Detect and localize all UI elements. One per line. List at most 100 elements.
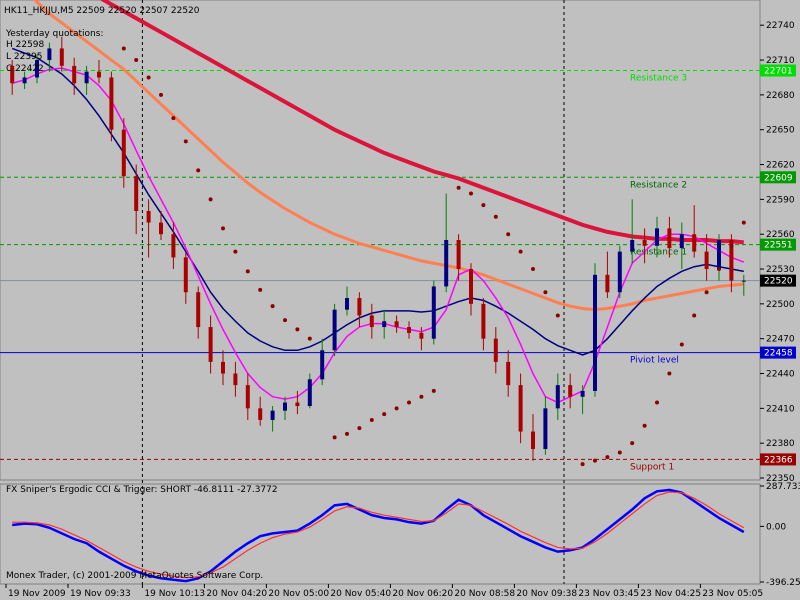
price-tick-label: 22590 (766, 195, 795, 205)
sar-dot (431, 388, 436, 393)
ma-layer (11, 0, 745, 404)
indicator-series-line (12, 488, 745, 583)
sar-dot (531, 267, 535, 272)
sar-dot (307, 336, 312, 341)
level-price-label: 22701 (764, 66, 793, 76)
sar-dot (245, 269, 250, 274)
price-tick-label: 22560 (766, 230, 795, 240)
candle-body (369, 315, 374, 328)
price-tick-label: 22380 (766, 439, 795, 449)
text-layer: HK11_HKJJU,M5 22509 22520 22507 22520 Ye… (4, 6, 278, 581)
sar-dot (741, 220, 746, 225)
candle-body (729, 240, 734, 281)
candle-body (47, 48, 52, 61)
price-tick-label: 22710 (766, 56, 795, 66)
sar-dot (295, 327, 300, 332)
indicator-series-line (12, 491, 745, 579)
ma-fast-line (11, 67, 745, 404)
current-price-label: 22520 (764, 277, 793, 287)
candle-body (555, 385, 560, 409)
candle-body (183, 257, 188, 293)
candle-body (394, 321, 399, 328)
candle-body (382, 321, 387, 328)
price-tick-label: 22350 (766, 474, 795, 484)
sar-dot (518, 249, 523, 254)
sar-dot (493, 214, 498, 219)
level-label: Resistance 2 (630, 180, 687, 190)
sar-dot (394, 406, 399, 411)
sar-dot (617, 450, 622, 455)
time-tick-label: 20 Nov 08:58 (454, 589, 515, 599)
indicator-area[interactable] (0, 483, 761, 585)
candle-body (518, 385, 523, 432)
sar-dot (171, 116, 176, 121)
candle-body (245, 385, 250, 409)
symbol-title: HK11_HKJJU,M5 22509 22520 22507 22520 (4, 6, 200, 16)
candle-body (692, 234, 697, 252)
level-label: Piviot level (630, 356, 679, 366)
sar-dot (593, 458, 597, 463)
candle-body (630, 240, 635, 252)
candle-body (171, 234, 176, 258)
sar-dot (345, 431, 349, 436)
candle-body (233, 373, 238, 386)
candle-body (679, 234, 684, 249)
sar-dot (419, 394, 424, 399)
candle-body (72, 65, 77, 84)
sar-dot (729, 243, 734, 248)
level-label: Support 1 (630, 462, 674, 472)
sar-dot (555, 313, 560, 318)
sar-dot (221, 226, 225, 231)
level-price-label: 22366 (764, 455, 793, 465)
time-tick-label: 19 Nov 2009 (8, 589, 66, 599)
yesterday-close: C 22422 (6, 64, 44, 74)
sar-dot (146, 75, 151, 80)
candle-body (196, 292, 201, 328)
candle-body (258, 408, 263, 420)
yesterday-low: L 22395 (6, 52, 43, 62)
price-tick-label: 22620 (766, 161, 795, 171)
level-layer: Resistance 3 22701 Resistance 2 22609 Resist… (0, 64, 796, 472)
time-tick-label: 19 Nov 09:33 (70, 589, 131, 599)
candle-body (270, 410, 275, 420)
price-tick-label: 22650 (766, 126, 795, 136)
sar-dot (630, 441, 635, 446)
candle-body (444, 240, 449, 287)
ma-long-line (99, 0, 744, 245)
candle-body (357, 298, 362, 316)
indicator-tick-label: 0.00 (766, 522, 786, 532)
sar-dot (679, 342, 684, 347)
candle-body (617, 251, 622, 293)
price-tick-label: 22530 (766, 265, 795, 275)
sar-dot (283, 318, 287, 323)
candle-body (159, 222, 163, 235)
candle-body (481, 303, 486, 339)
candle-body (283, 402, 287, 411)
sar-dot (605, 455, 610, 460)
candle-body (121, 129, 126, 177)
candle-body (642, 240, 647, 246)
candle-layer (10, 36, 746, 461)
ma-mid-line (11, 47, 744, 356)
candle-body (704, 251, 709, 270)
time-tick-label: 20 Nov 05:00 (268, 589, 329, 599)
candle-body (10, 65, 15, 84)
sar-dot (159, 92, 163, 97)
time-tick-label: 20 Nov 05:40 (330, 589, 391, 599)
level-price-box (760, 453, 796, 466)
sar-dot (332, 435, 337, 440)
time-tick-label: 20 Nov 04:20 (206, 589, 267, 599)
price-tick-label: 22440 (766, 370, 795, 380)
sar-dot (692, 313, 697, 318)
sar-dot (506, 232, 511, 237)
level-price-label: 22609 (764, 173, 793, 183)
level-price-label: 22551 (764, 241, 793, 251)
sar-dot (543, 290, 548, 295)
level-price-box (760, 64, 796, 77)
axis-layer: 22740 22710 22680 22650 22620 22590 22560 22530… (5, 21, 795, 599)
candle-body (221, 361, 225, 374)
candle-body (667, 228, 672, 249)
candle-body (307, 379, 312, 407)
sar-dot (407, 400, 411, 405)
